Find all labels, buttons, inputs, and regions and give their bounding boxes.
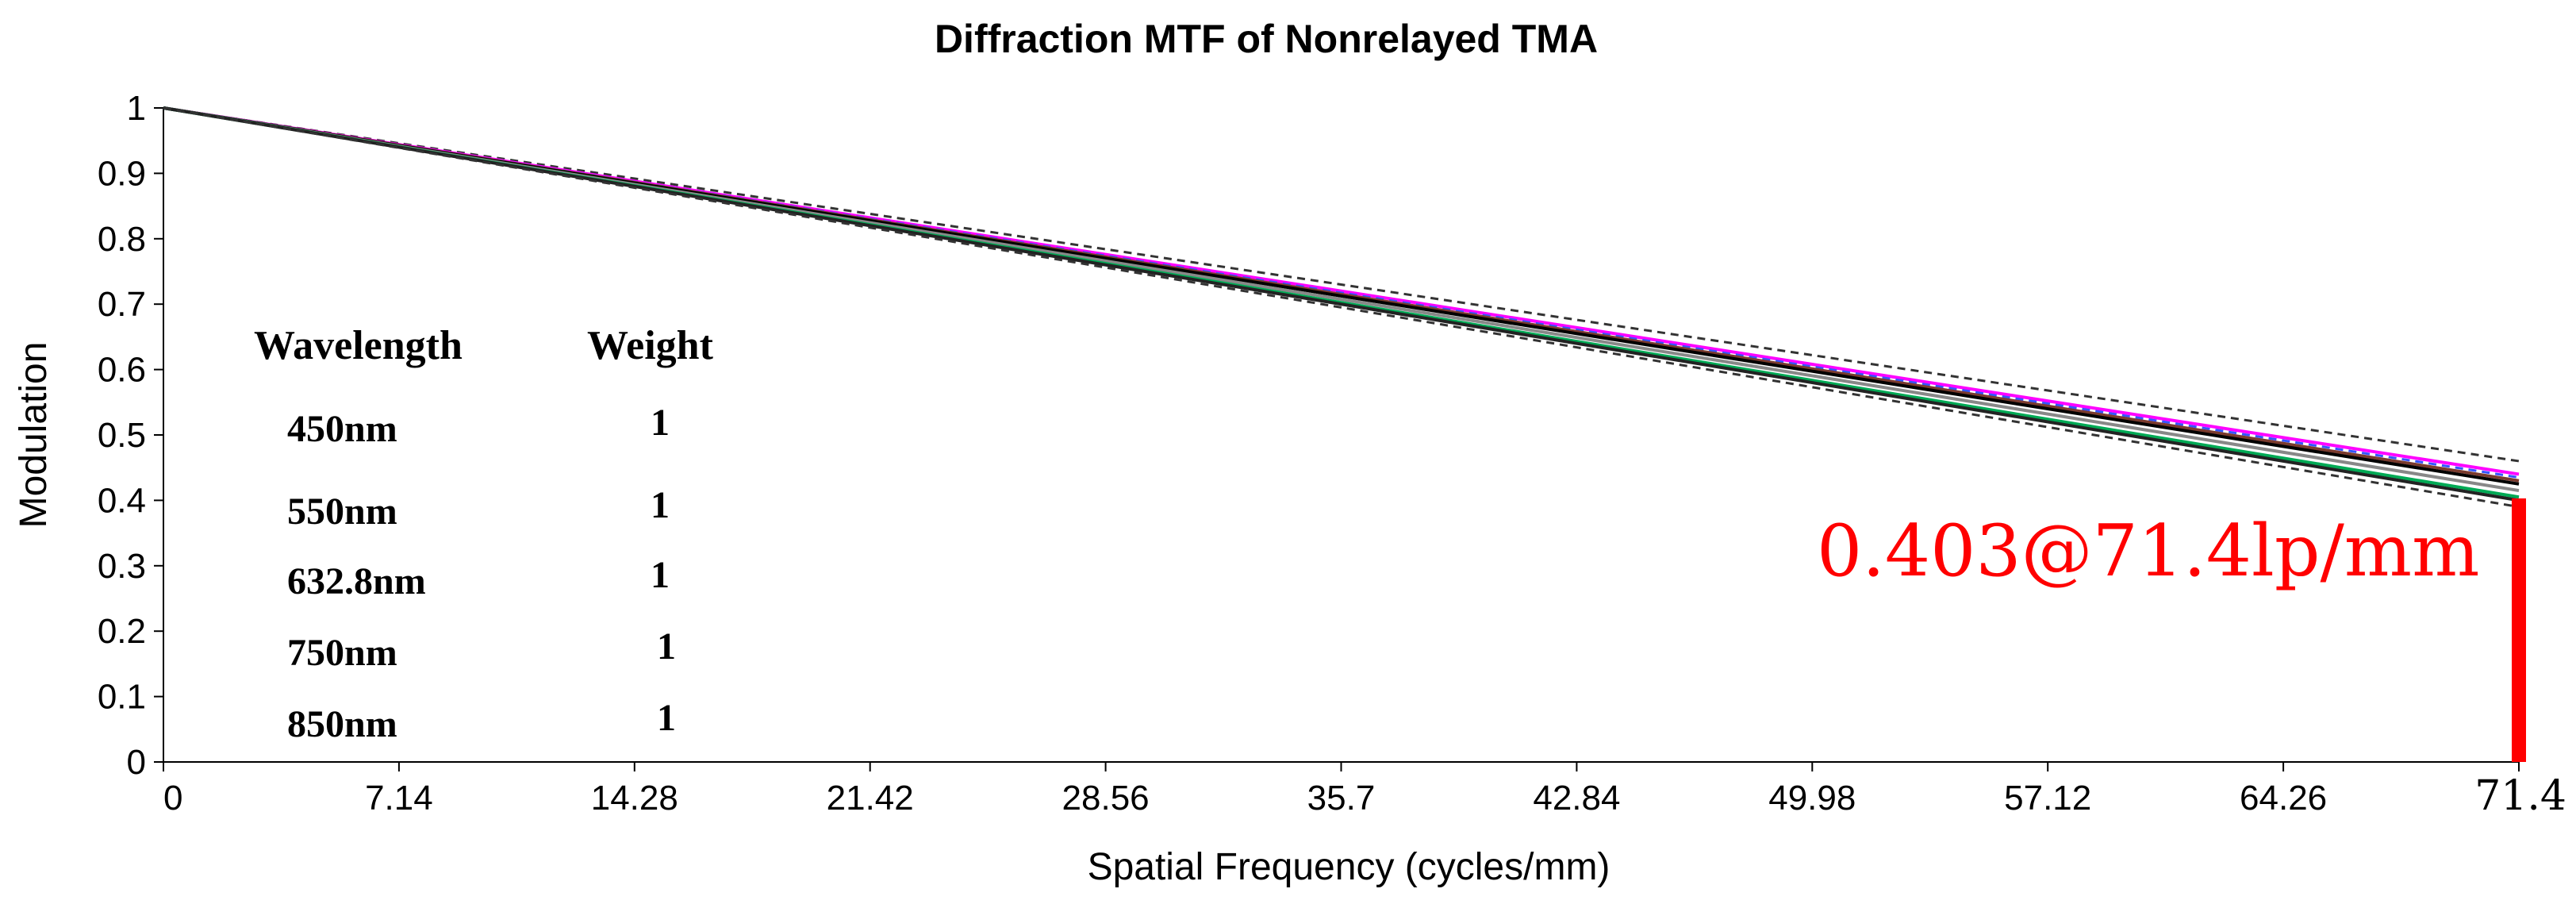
y-tick-label: 0.7: [98, 285, 146, 324]
y-tick-label: 0.3: [98, 547, 146, 586]
y-tick-label: 0.6: [98, 351, 146, 390]
legend-weight: 1: [651, 402, 670, 444]
x-tick-label: 71.4: [2474, 772, 2566, 820]
legend-weight: 1: [657, 625, 676, 668]
x-tick-label: 35.7: [1307, 779, 1376, 818]
legend: Wavelength Weight 450nm 1 550nm 1 632.8nm 1 750n…: [254, 323, 714, 745]
series-line-9: [163, 106, 2520, 509]
x-axis-label: Spatial Frequency (cycles/mm): [1088, 846, 1610, 888]
legend-weight: 1: [657, 697, 676, 739]
legend-weight: 1: [651, 484, 670, 526]
y-tick-label: 0.1: [98, 678, 146, 717]
legend-weight: 1: [651, 554, 670, 596]
x-tick-label: 7.14: [365, 779, 433, 818]
y-tick-label: 0.2: [98, 612, 146, 651]
x-tick-label: 0: [163, 779, 182, 818]
annotation: 0.403@71.4lp/mm: [1817, 498, 2526, 762]
legend-wavelength: 450nm: [287, 408, 397, 450]
x-tick-label: 57.12: [2004, 779, 2091, 818]
annotation-marker-bar: [2512, 498, 2526, 762]
x-tick-label: 21.42: [827, 779, 914, 818]
legend-wavelength: 750nm: [287, 632, 397, 674]
x-tick-label: 14.28: [591, 779, 678, 818]
y-tick-label: 0.5: [98, 416, 146, 455]
plot-area: 0 0.1 0.2 0.3 0.4 0.5 0.6 0.7 0.8 0.9 1 0 7.14 14.28 2…: [98, 89, 2566, 820]
series-line-1: [163, 106, 2520, 463]
legend-header-weight: Weight: [587, 323, 714, 368]
y-tick-label: 0.4: [98, 481, 146, 520]
legend-wavelength: 632.8nm: [287, 560, 426, 602]
y-tick-label: 0: [127, 743, 146, 782]
y-tick-label: 1: [127, 89, 146, 128]
legend-wavelength: 850nm: [287, 703, 397, 745]
y-tick-label: 0.9: [98, 154, 146, 193]
chart-title: Diffraction MTF of Nonrelayed TMA: [935, 17, 1598, 61]
x-tick-label: 49.98: [1768, 779, 1856, 818]
x-tick-label: 64.26: [2240, 779, 2327, 818]
x-tick-label: 42.84: [1533, 779, 1620, 818]
y-axis-label: Modulation: [13, 342, 55, 529]
x-tick-label: 28.56: [1062, 779, 1150, 818]
legend-wavelength: 550nm: [287, 491, 397, 533]
y-tick-label: 0.8: [98, 220, 146, 259]
legend-header-wavelength: Wavelength: [254, 323, 463, 368]
annotation-label: 0.403@71.4lp/mm: [1817, 510, 2479, 593]
